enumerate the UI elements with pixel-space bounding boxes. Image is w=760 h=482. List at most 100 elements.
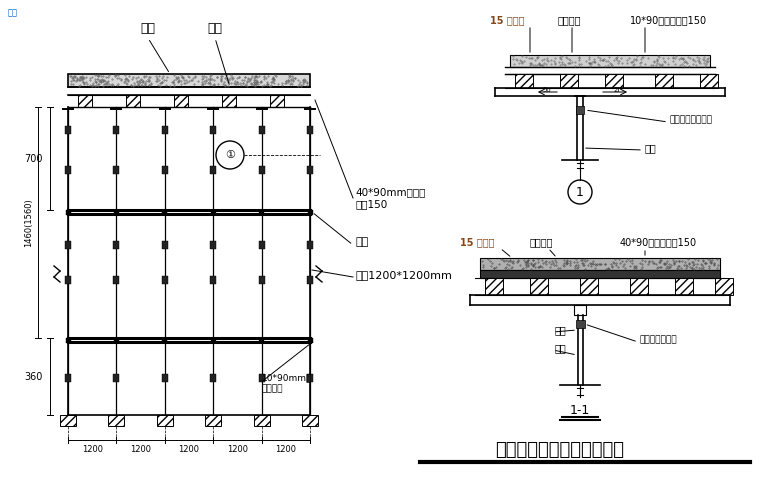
Bar — [162, 374, 168, 382]
Bar — [258, 241, 264, 249]
Text: 1: 1 — [576, 186, 584, 199]
Text: 混凝土方: 混凝土方 — [262, 385, 283, 393]
Text: 楼板: 楼板 — [141, 22, 156, 35]
Text: 顶箍托座（双链: 顶箍托座（双链 — [640, 335, 678, 345]
Bar — [113, 241, 119, 249]
Text: 间距150: 间距150 — [355, 199, 388, 209]
Bar — [211, 276, 216, 284]
Bar — [302, 415, 318, 426]
Text: 1200: 1200 — [82, 444, 103, 454]
Bar — [65, 241, 71, 249]
Bar — [163, 210, 167, 214]
Text: 15 厚模板: 15 厚模板 — [490, 15, 524, 25]
Bar — [655, 74, 673, 88]
Bar — [307, 374, 313, 382]
Bar — [211, 337, 216, 343]
Bar — [211, 166, 216, 174]
Text: 1-1: 1-1 — [570, 403, 590, 416]
Bar — [60, 415, 76, 426]
Bar — [254, 415, 270, 426]
Text: 1200: 1200 — [275, 444, 296, 454]
Text: 15 厚模板: 15 厚模板 — [460, 237, 495, 247]
Text: 托托: 托托 — [555, 325, 567, 335]
Bar — [211, 241, 216, 249]
Bar — [630, 278, 648, 295]
Bar — [574, 305, 586, 315]
Bar — [113, 126, 119, 134]
Text: 立杆1200*1200mm: 立杆1200*1200mm — [355, 270, 452, 280]
Text: 700: 700 — [24, 153, 43, 163]
Bar — [307, 126, 313, 134]
Bar — [258, 276, 264, 284]
Bar — [259, 337, 264, 343]
Bar — [515, 74, 533, 88]
Bar — [258, 166, 264, 174]
Text: 顶箍安杆（双钢管: 顶箍安杆（双钢管 — [670, 116, 713, 124]
Text: 40*90mm木方，: 40*90mm木方， — [355, 187, 426, 197]
Bar — [174, 95, 188, 107]
Bar — [65, 210, 71, 214]
Text: 1460(1560): 1460(1560) — [24, 198, 33, 247]
Text: 2i: 2i — [614, 87, 620, 93]
Bar — [715, 278, 733, 295]
Text: 1200: 1200 — [130, 444, 151, 454]
Bar — [485, 278, 503, 295]
Bar — [211, 210, 216, 214]
Text: 立杆: 立杆 — [645, 143, 657, 153]
Bar — [114, 210, 119, 214]
Bar — [114, 337, 119, 343]
Bar — [211, 126, 216, 134]
Bar — [580, 278, 598, 295]
Bar — [113, 166, 119, 174]
Bar — [162, 241, 168, 249]
Text: 立杆: 立杆 — [555, 343, 567, 353]
Bar — [162, 276, 168, 284]
Text: 混凝灰板: 混凝灰板 — [530, 237, 553, 247]
Text: 10*90mm方: 10*90mm方 — [262, 374, 312, 383]
Bar — [258, 126, 264, 134]
Text: ①: ① — [225, 150, 235, 160]
Bar — [308, 337, 312, 343]
Bar — [65, 374, 71, 382]
Bar — [575, 320, 584, 328]
Bar — [675, 278, 693, 295]
Bar — [65, 337, 71, 343]
Text: 模板: 模板 — [207, 22, 223, 35]
Bar — [258, 374, 264, 382]
Bar — [308, 210, 312, 214]
Bar — [211, 374, 216, 382]
Bar — [126, 95, 140, 107]
Bar — [605, 74, 623, 88]
Bar — [162, 166, 168, 174]
Text: 横杆: 横杆 — [355, 237, 369, 247]
Bar — [576, 106, 584, 114]
Bar — [65, 166, 71, 174]
Bar — [68, 74, 310, 87]
Bar — [109, 415, 125, 426]
Text: 1200: 1200 — [179, 444, 199, 454]
Text: 5o: 5o — [543, 87, 551, 93]
Bar — [205, 415, 221, 426]
Bar — [530, 278, 548, 295]
Bar — [113, 276, 119, 284]
Bar — [510, 55, 710, 67]
Bar — [700, 74, 718, 88]
Text: 360: 360 — [24, 372, 43, 381]
Bar — [480, 258, 720, 270]
Bar — [307, 166, 313, 174]
Bar — [162, 126, 168, 134]
Bar — [259, 210, 264, 214]
Text: 10*90木方，匀距150: 10*90木方，匀距150 — [630, 15, 707, 25]
Text: 品才: 品才 — [8, 8, 18, 17]
Bar — [65, 126, 71, 134]
Bar — [113, 374, 119, 382]
Bar — [157, 415, 173, 426]
Bar — [270, 95, 284, 107]
Bar — [560, 74, 578, 88]
Text: 40*90木方，匀距150: 40*90木方，匀距150 — [620, 237, 697, 247]
Text: 主体楼板模板支设构造详图: 主体楼板模板支设构造详图 — [496, 441, 625, 459]
Bar — [307, 241, 313, 249]
Bar — [65, 276, 71, 284]
Text: 混凝灰板: 混凝灰板 — [558, 15, 581, 25]
Text: 1200: 1200 — [227, 444, 248, 454]
